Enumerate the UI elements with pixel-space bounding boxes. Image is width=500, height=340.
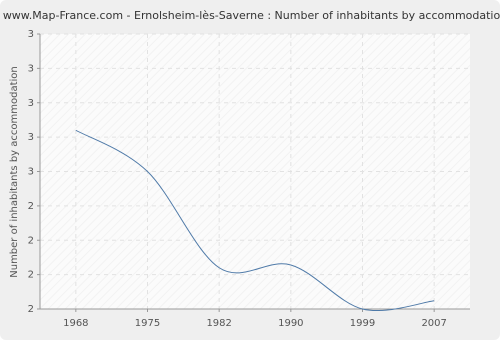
- plot-area: [40, 34, 470, 309]
- y-tick-label: 3: [28, 98, 34, 109]
- x-tick-label: 1968: [63, 318, 88, 329]
- y-axis-label: Number of inhabitants by accommodation: [9, 66, 20, 278]
- y-tick-label: 3: [28, 29, 34, 40]
- y-tick-label: 2: [28, 201, 34, 212]
- x-tick-label: 1975: [135, 318, 160, 329]
- x-tick-label: 2007: [421, 318, 446, 329]
- y-tick-label: 2: [28, 270, 34, 281]
- x-tick-label: 1999: [350, 318, 375, 329]
- chart-title: www.Map-France.com - Ernolsheim-lès-Save…: [3, 9, 500, 22]
- y-tick-label: 3: [28, 167, 34, 178]
- x-tick-label: 1982: [206, 318, 231, 329]
- y-tick-label: 2: [28, 235, 34, 246]
- y-tick-label: 3: [28, 63, 34, 74]
- y-tick-label: 3: [28, 132, 34, 143]
- y-tick-label: 2: [28, 304, 34, 315]
- line: [75, 129, 435, 312]
- x-tick-label: 1990: [278, 318, 303, 329]
